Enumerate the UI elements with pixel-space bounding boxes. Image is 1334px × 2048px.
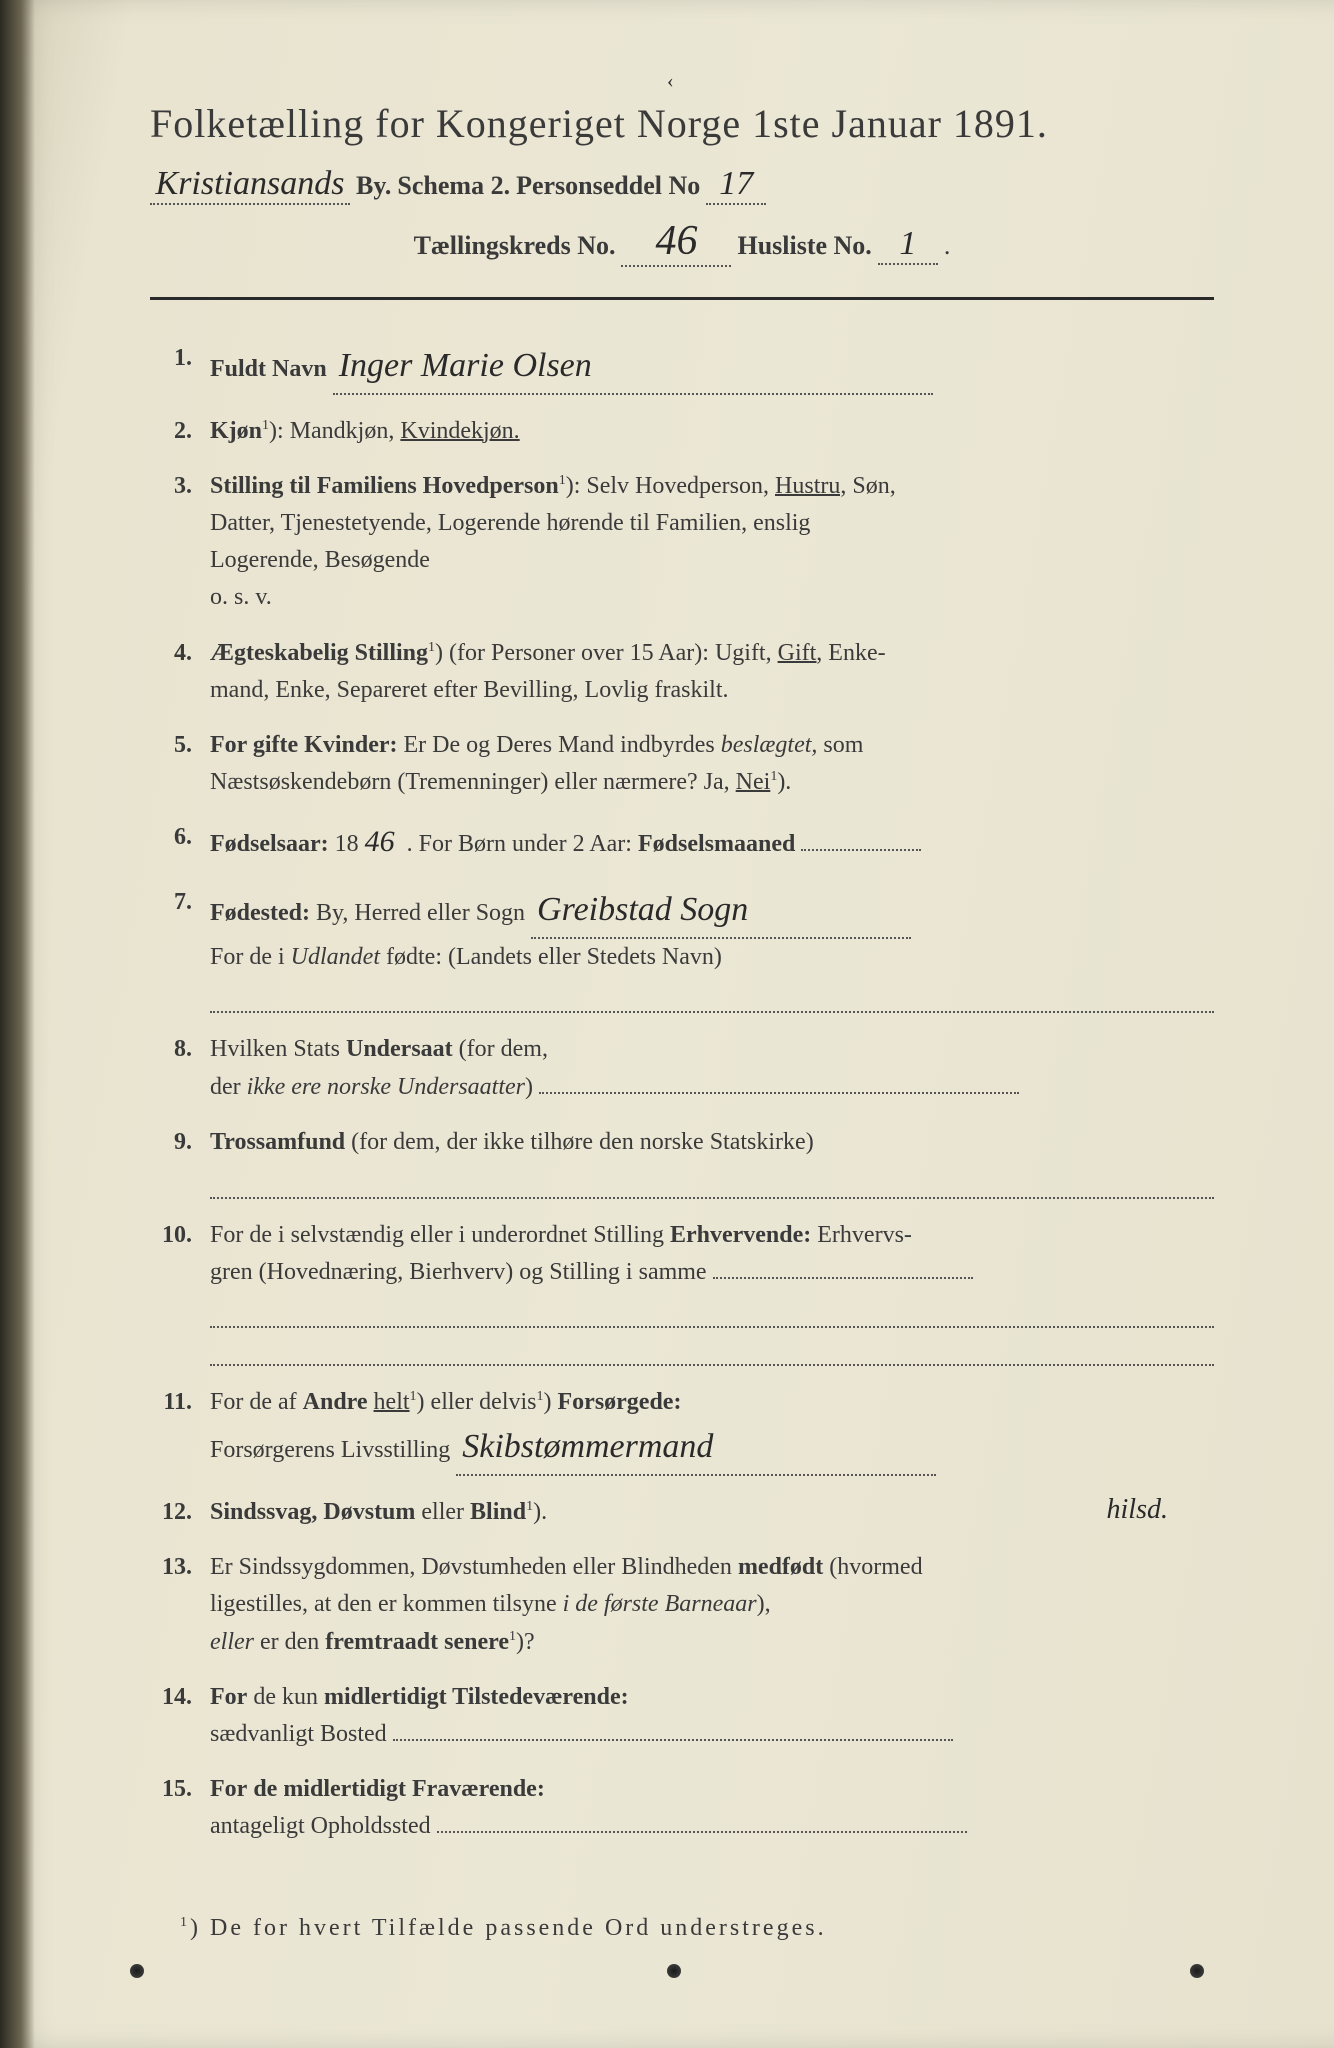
item-1-value: Inger Marie Olsen (333, 340, 933, 395)
item-11-label: Forsørgede: (558, 1389, 682, 1415)
punch-hole-left (130, 1964, 144, 1978)
item-6: 6. Fødselsaar: 1846 . For Børn under 2 A… (150, 819, 1214, 866)
item-12-label: Sindssvag, Døvstum (210, 1499, 415, 1525)
form-items: 1. Fuldt Navn Inger Marie Olsen 2. Kjøn1… (150, 340, 1214, 1845)
husliste-no: 1 (878, 225, 938, 265)
footnote: 1) De for hvert Tilfælde passende Ord un… (150, 1915, 1214, 1942)
city-handwritten: Kristiansands (150, 165, 350, 205)
item-6-year: 46 (359, 825, 401, 858)
punch-hole-right (1190, 1964, 1204, 1978)
census-form-page: ‹ Folketælling for Kongeriget Norge 1ste… (0, 0, 1334, 2048)
item-2: 2. Kjøn1): Mandkjøn, Kvindekjøn. (150, 413, 1214, 450)
item-5-label: For gifte Kvinder: (210, 732, 398, 758)
item-8: 8. Hvilken Stats Undersaat (for dem, der… (150, 1031, 1214, 1105)
tallingskreds-no: 46 (621, 217, 731, 267)
item-7-value: Greibstad Sogn (531, 884, 911, 939)
subheader-line-1: Kristiansands By. Schema 2. Personseddel… (150, 165, 1214, 205)
item-7: 7. Fødested: By, Herred eller Sogn Greib… (150, 884, 1214, 1013)
item-8-label: Undersaat (346, 1036, 453, 1062)
item-14-label: midlertidigt Tilstedeværende: (324, 1684, 629, 1710)
item-4-underlined: Gift, (778, 640, 823, 666)
item-12: 12. Sindssvag, Døvstum eller Blind1). hi… (150, 1494, 1214, 1531)
item-13: 13. Er Sindssygdommen, Døvstumheden elle… (150, 1549, 1214, 1661)
item-4-label: Ægteskabelig Stilling (210, 640, 428, 666)
item-10-label: Erhvervende: (670, 1222, 811, 1248)
divider-rule (150, 297, 1214, 300)
item-10: 10. For de i selvstændig eller i underor… (150, 1217, 1214, 1367)
item-14: 14. For de kun midlertidigt Tilstedevære… (150, 1679, 1214, 1753)
tallingskreds-label: Tællingskreds No. (414, 231, 616, 261)
subheader-line-2: Tællingskreds No. 46 Husliste No. 1. (150, 217, 1214, 267)
item-2-text: Mandkjøn, (290, 418, 395, 444)
item-4: 4. Ægteskabelig Stilling1) (for Personer… (150, 635, 1214, 709)
item-3-label: Stilling til Familiens Hovedperson (210, 473, 559, 499)
form-title: Folketælling for Kongeriget Norge 1ste J… (150, 100, 1214, 147)
item-1: 1. Fuldt Navn Inger Marie Olsen (150, 340, 1214, 395)
personseddel-no: 17 (706, 165, 766, 205)
item-7-label: Fødested: (210, 900, 310, 926)
by-label: By. (356, 171, 391, 201)
item-9: 9. Trossamfund (for dem, der ikke tilhør… (150, 1124, 1214, 1199)
item-12-handnote: hilsd. (1101, 1488, 1174, 1531)
punch-hole-center (667, 1964, 681, 1978)
schema-label: Schema 2. (397, 171, 510, 201)
item-11-value: Skibstømmermand (456, 1421, 936, 1476)
personseddel-label: Personseddel No (516, 171, 700, 201)
footnote-text: De for hvert Tilfælde passende Ord under… (210, 1915, 827, 1941)
item-3: 3. Stilling til Familiens Hovedperson1):… (150, 468, 1214, 617)
item-3-underlined: Hustru, (775, 473, 846, 499)
item-1-label: Fuldt Navn (210, 356, 327, 382)
item-9-label: Trossamfund (210, 1129, 345, 1155)
item-15: 15. For de midlertidigt Fraværende: anta… (150, 1771, 1214, 1845)
stray-mark: ‹ (667, 70, 674, 93)
item-5-underlined: Nei (736, 769, 771, 795)
item-15-label: de midlertidigt Fraværende: (253, 1776, 545, 1802)
item-6-label: Fødselsaar: (210, 831, 329, 857)
item-5: 5. For gifte Kvinder: Er De og Deres Man… (150, 727, 1214, 801)
item-11: 11. For de af Andre helt1) eller delvis1… (150, 1384, 1214, 1476)
husliste-label: Husliste No. (737, 231, 871, 261)
item-2-underlined: Kvindekjøn. (400, 418, 519, 444)
item-2-label: Kjøn (210, 418, 262, 444)
